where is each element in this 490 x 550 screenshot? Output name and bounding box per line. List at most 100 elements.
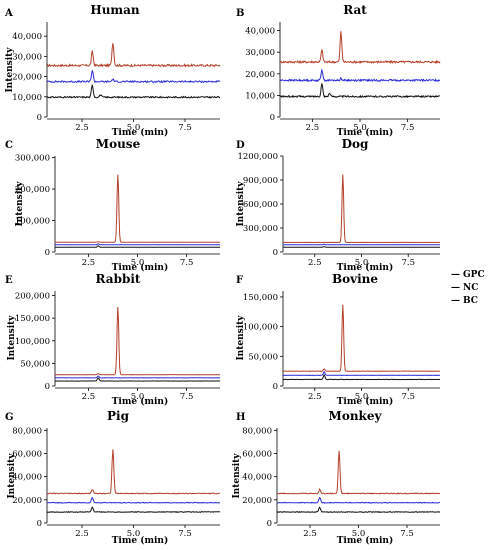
series-line-b-bc — [279, 83, 441, 99]
panel-letter-b: B — [236, 8, 244, 19]
y-tick-label-d-2: 600,000 — [243, 200, 278, 210]
x-tick-label-a-0: 2.5 — [75, 123, 89, 133]
y-axis-label-g: Intensity — [7, 453, 17, 499]
series-line-f-nc — [283, 370, 440, 377]
y-tick-label-f-1: 50,000 — [248, 352, 278, 362]
y-tick-label-a-1: 10,000 — [12, 93, 42, 103]
x-tick-label-d-1: 5.0 — [355, 258, 369, 268]
y-tick-label-b-4: 40,000 — [245, 27, 275, 37]
panel-title-e: Rabbit — [96, 272, 141, 286]
series-line-h-gpc — [276, 450, 440, 495]
y-tick-label-h-0: 0 — [267, 519, 272, 529]
y-tick-label-h-3: 60,000 — [242, 449, 272, 459]
y-tick-label-e-2: 100,000 — [15, 337, 50, 347]
x-axis-label-e: Time (min) — [112, 396, 169, 407]
y-tick-label-a-3: 30,000 — [12, 52, 42, 62]
y-tick-label-c-1: 100,000 — [15, 217, 50, 227]
series-line-g-bc — [46, 506, 221, 513]
panel-letter-g: G — [5, 412, 14, 423]
x-axis-label-d: Time (min) — [337, 262, 394, 273]
y-tick-label-c-3: 300,000 — [15, 154, 50, 164]
panel-c: C Mouse 0 100,000 200,000 300,000 2.5 5.0 7.5 Tim… — [5, 137, 221, 273]
y-axis-label-c: Intensity — [15, 181, 25, 227]
x-tick-label-h-1: 5.0 — [352, 529, 366, 539]
y-axis-label-f: Intensity — [236, 315, 246, 361]
legend-item-nc: — NC — [451, 283, 478, 293]
x-axis-label-g: Time (min) — [112, 535, 169, 546]
legend-item-gpc: — GPC — [451, 270, 485, 280]
y-tick-label-c-2: 200,000 — [15, 185, 50, 195]
x-tick-label-f-1: 5.0 — [355, 392, 369, 402]
panel-title-a: Human — [90, 3, 140, 17]
y-tick-label-e-3: 150,000 — [15, 314, 50, 324]
series-line-d-nc — [283, 243, 440, 246]
y-tick-label-e-4: 200,000 — [15, 292, 50, 302]
x-tick-label-g-2: 7.5 — [178, 529, 192, 539]
panel-g: G Pig 0 20,000 40,000 60,000 80,000 2.5 5.0 7.5 Ti… — [5, 409, 221, 546]
x-tick-label-e-0: 2.5 — [82, 392, 96, 402]
panel-title-h: Monkey — [329, 409, 383, 423]
y-tick-label-e-1: 50,000 — [20, 359, 50, 369]
y-tick-label-a-4: 40,000 — [12, 32, 42, 42]
y-tick-label-c-0: 0 — [45, 248, 50, 258]
legend: — GPC — NC — BC — [451, 270, 485, 306]
y-axis-label-e: Intensity — [7, 315, 17, 361]
y-tick-label-g-4: 80,000 — [12, 426, 42, 436]
x-axis-label-c: Time (min) — [112, 262, 169, 273]
x-tick-label-c-1: 5.0 — [131, 258, 145, 268]
y-tick-label-a-2: 20,000 — [12, 73, 42, 83]
series-line-b-nc — [279, 68, 441, 83]
y-tick-label-d-3: 900,000 — [243, 176, 278, 186]
y-axis-label-h: Intensity — [232, 453, 242, 499]
x-tick-label-c-0: 2.5 — [82, 258, 96, 268]
legend-marker-bc: — — [451, 296, 460, 306]
series-line-g-nc — [46, 496, 220, 504]
x-tick-label-d-2: 7.5 — [401, 258, 415, 268]
x-tick-label-g-1: 5.0 — [127, 529, 141, 539]
x-axis-label-f: Time (min) — [337, 396, 394, 407]
y-tick-label-b-2: 20,000 — [245, 70, 275, 80]
panel-title-g: Pig — [107, 409, 130, 423]
series-line-e-gpc — [54, 306, 221, 376]
x-axis-label-a: Time (min) — [112, 127, 169, 138]
panel-title-f: Bovine — [332, 272, 378, 286]
series-line-h-nc — [276, 496, 441, 504]
y-tick-label-b-0: 0 — [270, 113, 275, 123]
series-line-a-nc — [46, 69, 221, 84]
panel-d: D Dog 0 300,000 600,000 900,000 1200,000 2.5 5.0… — [236, 137, 441, 273]
legend-label-nc: NC — [463, 283, 478, 293]
legend-marker-nc: — — [451, 283, 460, 293]
y-tick-label-h-4: 80,000 — [242, 426, 272, 436]
x-tick-label-f-0: 2.5 — [308, 392, 322, 402]
x-tick-label-h-2: 7.5 — [400, 529, 414, 539]
panel-title-d: Dog — [342, 137, 369, 151]
y-tick-label-a-0: 0 — [37, 113, 42, 123]
y-tick-label-d-0: 0 — [273, 248, 278, 258]
legend-item-bc: — BC — [451, 296, 478, 306]
panel-b: B Rat 0 10,000 20,000 30,000 40,000 2.5 5.0 7.5 Ti… — [236, 3, 441, 138]
x-tick-label-e-2: 7.5 — [180, 392, 194, 402]
panel-letter-a: A — [4, 8, 13, 19]
y-tick-label-g-2: 40,000 — [12, 473, 42, 483]
series-line-e-bc — [54, 377, 220, 382]
x-tick-label-e-1: 5.0 — [131, 392, 145, 402]
series-line-c-bc — [54, 245, 220, 248]
x-tick-label-a-1: 5.0 — [127, 123, 141, 133]
x-tick-label-g-0: 2.5 — [75, 529, 89, 539]
series-line-c-gpc — [54, 174, 221, 243]
y-tick-label-f-2: 100,000 — [243, 323, 278, 333]
legend-marker-gpc: — — [451, 270, 460, 280]
legend-label-bc: BC — [463, 296, 478, 306]
series-line-d-bc — [283, 246, 440, 248]
series-line-c-nc — [55, 243, 221, 246]
y-tick-label-h-1: 20,000 — [242, 496, 272, 506]
x-tick-label-c-2: 7.5 — [180, 258, 194, 268]
panel-a: A Human 0 10,000 20,000 30,000 40,000 2.5 5.0 7.5… — [4, 3, 221, 138]
y-tick-label-g-3: 60,000 — [12, 449, 42, 459]
y-tick-label-e-0: 0 — [45, 382, 50, 392]
y-axis-label-d: Intensity — [236, 181, 246, 227]
y-tick-label-b-1: 10,000 — [245, 91, 275, 101]
x-tick-label-b-2: 7.5 — [401, 123, 415, 133]
series-line-e-nc — [55, 375, 221, 379]
panels-layer: A Human 0 10,000 20,000 30,000 40,000 2.5 5.0 7.5… — [4, 3, 441, 546]
